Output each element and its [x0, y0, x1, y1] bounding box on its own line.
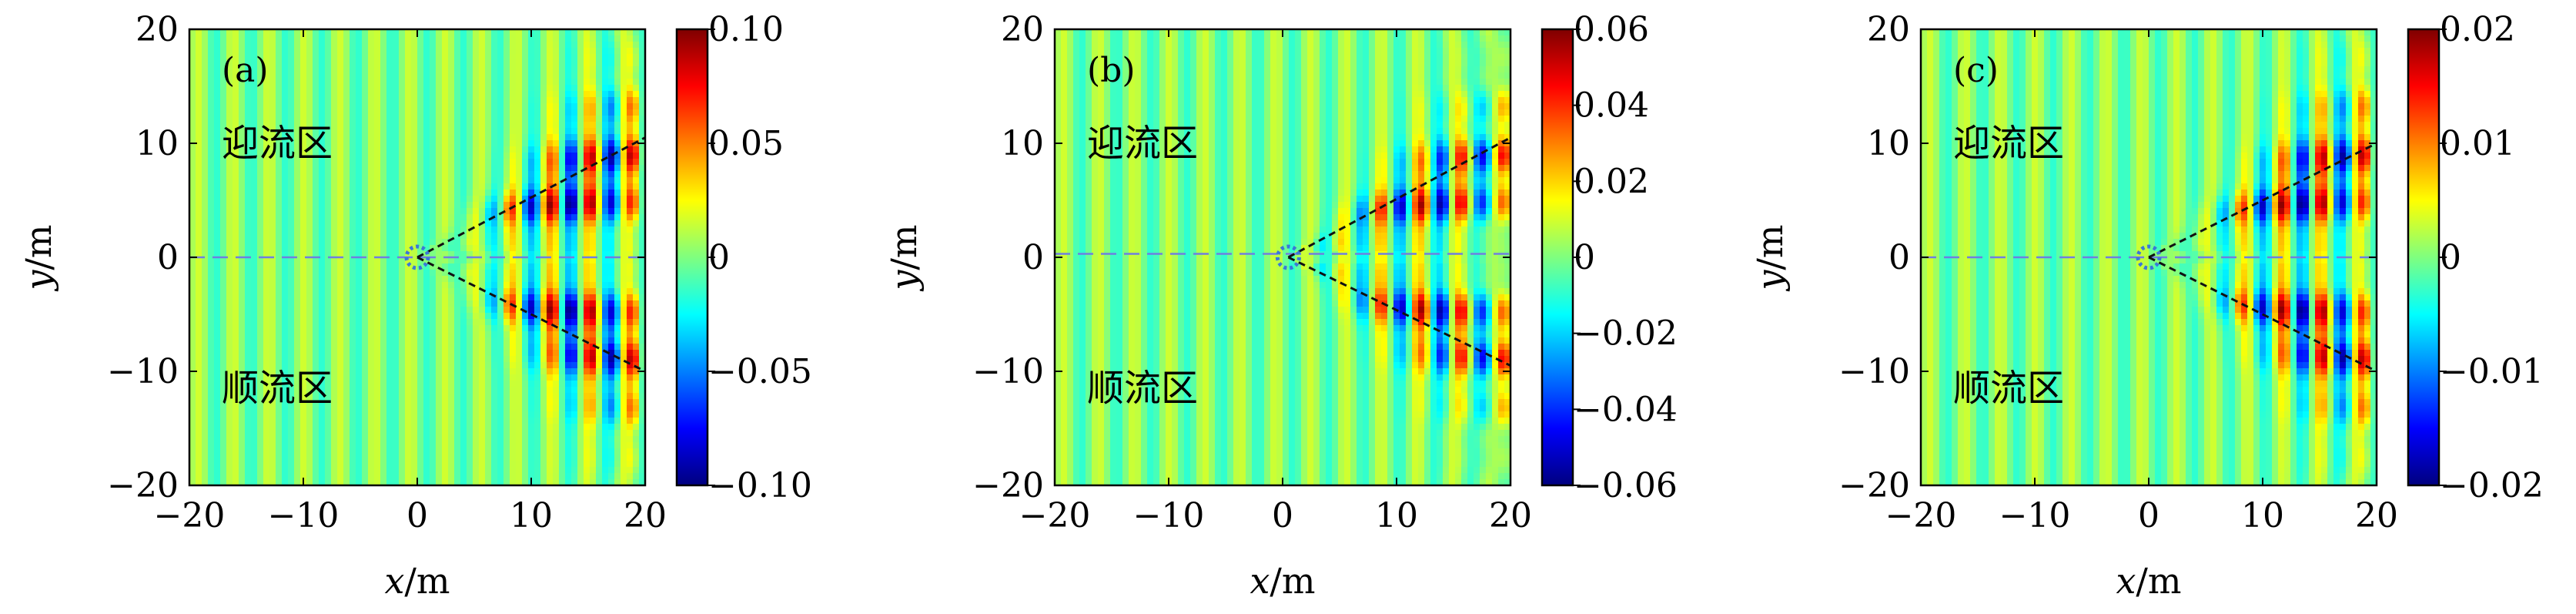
x-tick-label: 20 — [1489, 496, 1532, 535]
colorbar-tick-label: −0.10 — [708, 466, 812, 505]
colorbar-tick-label: 0.04 — [1574, 86, 1649, 126]
colorbar-gradient — [677, 29, 708, 485]
y-tick-label: −10 — [107, 352, 179, 391]
y-axis-label: y/m — [18, 224, 59, 291]
y-tick-label: −10 — [1838, 352, 1910, 391]
x-axis-label: x/m — [384, 560, 450, 602]
x-tick-label: −10 — [1133, 496, 1205, 535]
colorbar-tick-label: 0.10 — [708, 10, 784, 49]
wedge-line-upper — [1287, 136, 1511, 259]
x-tick-label: −10 — [268, 496, 340, 535]
x-tick-label: 10 — [2241, 496, 2284, 535]
source-marker — [404, 244, 430, 270]
y-tick-label: −20 — [107, 466, 179, 505]
zone-label-downstream: 顺流区 — [1953, 367, 2064, 410]
heatmap-field — [189, 29, 646, 486]
y-tick-label: −10 — [972, 352, 1044, 391]
x-tick-label: −20 — [1885, 496, 1957, 535]
y-tick-label: −20 — [1838, 466, 1910, 505]
heatmap-field — [1055, 29, 1511, 486]
zone-label-upstream: 迎流区 — [222, 122, 333, 165]
colorbar-tick-label: −0.02 — [1574, 314, 1678, 354]
y-tick-label: 10 — [1867, 124, 1910, 163]
colorbar-tick-label: 0.01 — [2440, 124, 2515, 163]
colorbar-tick-label: 0.06 — [1574, 10, 1649, 49]
wedge-line-upper — [417, 136, 646, 259]
colorbar-tick-label: −0.05 — [708, 352, 812, 391]
zone-label-downstream: 顺流区 — [1087, 367, 1198, 410]
x-tick-label: 0 — [1272, 496, 1293, 535]
colorbar: 0.06 0.04 0.02 0 −0.02 −0.04 −0.06 — [1541, 10, 1678, 505]
source-marker — [1275, 244, 1301, 270]
y-axis-label: y/m — [1749, 224, 1791, 291]
colorbar: 0.02 0.01 0 −0.01 −0.02 — [2407, 10, 2544, 505]
panel-label: (b) — [1087, 51, 1136, 90]
y-tick-label: 0 — [1889, 238, 1910, 277]
x-tick-label: 20 — [624, 496, 667, 535]
colorbar-tick-label: −0.01 — [2440, 352, 2544, 391]
y-tick-label: 0 — [1022, 238, 1044, 277]
y-tick-label: −20 — [972, 466, 1044, 505]
x-tick-label: −20 — [1019, 496, 1091, 535]
colorbar-tick-label: 0.05 — [708, 124, 784, 163]
wedge-line-lower — [1287, 256, 1511, 367]
y-tick-label: 20 — [1001, 10, 1044, 49]
wedge-line-lower — [417, 256, 646, 373]
panel-label: (a) — [222, 51, 269, 90]
x-tick-label: 0 — [406, 496, 428, 535]
colorbar-tick-label: −0.06 — [1574, 466, 1678, 505]
colorbar-gradient — [2408, 29, 2439, 485]
x-axis-label: x/m — [1250, 560, 1315, 602]
wedge-line-lower — [2148, 256, 2377, 373]
x-axis-label: x/m — [2116, 560, 2181, 602]
colorbar-tick-label: 0 — [2440, 238, 2461, 277]
y-axis-label: y/m — [883, 224, 925, 291]
zone-label-upstream: 迎流区 — [1953, 122, 2064, 165]
colorbar-tick-label: −0.02 — [2440, 466, 2544, 505]
x-tick-label: −10 — [1999, 496, 2071, 535]
colorbar-tick-label: −0.04 — [1574, 390, 1678, 429]
colorbar-gradient — [1542, 29, 1573, 485]
colorbar-tick-label: 0 — [1574, 238, 1595, 277]
source-marker — [2136, 244, 2162, 270]
zone-label-downstream: 顺流区 — [222, 367, 333, 410]
x-tick-label: 20 — [2355, 496, 2398, 535]
y-tick-label: 20 — [135, 10, 179, 49]
y-tick-label: 20 — [1867, 10, 1910, 49]
panel-label: (c) — [1953, 51, 1999, 90]
x-tick-label: 10 — [510, 496, 553, 535]
heatmap-field — [1921, 29, 2377, 486]
colorbar: 0.10 0.05 0 −0.05 −0.10 — [675, 10, 812, 505]
y-tick-label: 10 — [135, 124, 179, 163]
y-tick-label: 10 — [1001, 124, 1044, 163]
x-tick-label: 10 — [1375, 496, 1418, 535]
x-tick-label: 0 — [2138, 496, 2159, 535]
zone-label-upstream: 迎流区 — [1087, 122, 1198, 165]
colorbar-tick-label: 0.02 — [2440, 10, 2515, 49]
colorbar-tick-label: 0 — [708, 238, 730, 277]
wedge-line-upper — [2148, 142, 2377, 259]
y-tick-label: 0 — [157, 238, 179, 277]
colorbar-tick-label: 0.02 — [1574, 162, 1649, 201]
x-tick-label: −20 — [154, 496, 226, 535]
